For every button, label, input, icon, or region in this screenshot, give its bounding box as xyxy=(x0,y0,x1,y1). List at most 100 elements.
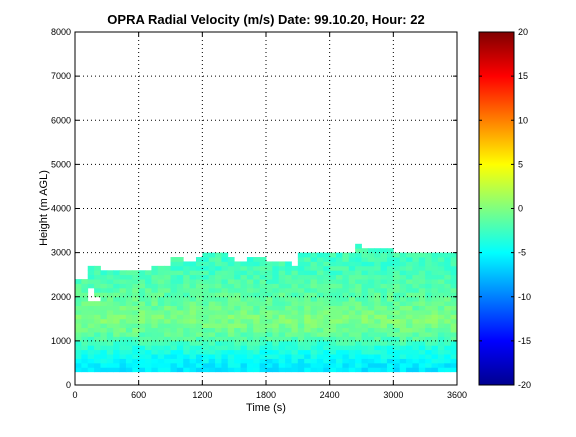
heatmap-cell xyxy=(246,362,254,368)
heatmap-cell xyxy=(437,332,445,337)
heatmap-cell xyxy=(234,261,241,267)
heatmap-cell xyxy=(431,287,439,293)
heatmap-cell xyxy=(291,318,299,324)
heatmap-cell xyxy=(399,270,407,276)
heatmap-cell xyxy=(234,362,241,368)
heatmap-cell xyxy=(399,305,407,311)
heatmap-cell xyxy=(348,340,356,346)
heatmap-cell xyxy=(132,301,140,306)
heatmap-cell xyxy=(361,349,369,355)
heatmap-cell xyxy=(437,283,445,289)
heatmap-cell xyxy=(240,367,248,373)
heatmap-cell xyxy=(75,296,82,302)
heatmap-cell xyxy=(145,314,152,320)
heatmap-cell xyxy=(215,336,222,342)
heatmap-cell xyxy=(412,257,420,262)
heatmap-cell xyxy=(323,279,331,284)
heatmap-cell xyxy=(157,270,165,276)
heatmap-cell xyxy=(183,354,190,359)
heatmap-cell xyxy=(418,305,426,311)
heatmap-cell xyxy=(393,305,401,311)
heatmap-cell xyxy=(266,323,273,329)
heatmap-cell xyxy=(316,349,324,355)
heatmap-cell xyxy=(227,287,235,293)
heatmap-cell xyxy=(164,336,171,342)
heatmap-cell xyxy=(100,323,108,329)
heatmap-cell xyxy=(285,354,292,359)
heatmap-cell xyxy=(444,323,452,329)
heatmap-cell xyxy=(374,354,381,359)
heatmap-cell xyxy=(176,301,184,306)
heatmap-cell xyxy=(431,367,439,373)
heatmap-cell xyxy=(119,296,127,302)
heatmap-cell xyxy=(208,305,216,311)
heatmap-cell xyxy=(361,345,369,351)
heatmap-cell xyxy=(100,309,108,315)
heatmap-cell xyxy=(444,309,452,315)
heatmap-cell xyxy=(176,367,184,373)
heatmap-cell xyxy=(125,336,133,342)
heatmap-cell xyxy=(418,279,426,284)
heatmap-cell xyxy=(157,279,165,284)
heatmap-cell xyxy=(246,301,254,306)
heatmap-cell xyxy=(342,265,350,271)
heatmap-cell xyxy=(355,367,362,373)
heatmap-cell xyxy=(81,318,89,324)
heatmap-cell xyxy=(94,274,101,280)
heatmap-cell xyxy=(253,354,261,359)
heatmap-cell xyxy=(195,287,203,293)
heatmap-cell xyxy=(393,367,401,373)
heatmap-cell xyxy=(100,301,108,306)
heatmap-cell xyxy=(151,301,159,306)
heatmap-cell xyxy=(125,367,133,373)
heatmap-cell xyxy=(291,305,299,311)
heatmap-cell xyxy=(310,261,318,267)
heatmap-cell xyxy=(240,332,248,337)
heatmap-cell xyxy=(234,340,241,346)
heatmap-cell xyxy=(342,305,350,311)
heatmap-cell xyxy=(355,243,362,249)
heatmap-cell xyxy=(81,301,89,306)
heatmap-cell xyxy=(183,279,190,284)
heatmap-cell xyxy=(304,332,311,337)
heatmap-cell xyxy=(87,265,95,271)
heatmap-cell xyxy=(450,252,457,258)
heatmap-cell xyxy=(291,358,299,364)
heatmap-cell xyxy=(316,323,324,329)
heatmap-cell xyxy=(119,367,127,373)
heatmap-cell xyxy=(183,287,190,293)
heatmap-cell xyxy=(189,309,197,315)
heatmap-cell xyxy=(221,283,229,289)
heatmap-cell xyxy=(412,279,420,284)
heatmap-cell xyxy=(138,349,146,355)
heatmap-cell xyxy=(336,252,343,258)
heatmap-cell xyxy=(145,349,152,355)
heatmap-cell xyxy=(138,332,146,337)
heatmap-cell xyxy=(138,296,146,302)
heatmap-cell xyxy=(342,287,350,293)
heatmap-cell xyxy=(431,252,439,258)
heatmap-cell xyxy=(450,314,457,320)
heatmap-cell xyxy=(75,283,82,289)
heatmap-cell xyxy=(183,332,190,337)
heatmap-cell xyxy=(227,301,235,306)
heatmap-cell xyxy=(450,265,457,271)
heatmap-cell xyxy=(125,332,133,337)
heatmap-cell xyxy=(138,274,146,280)
heatmap-cell xyxy=(336,354,343,359)
heatmap-cell xyxy=(132,314,140,320)
heatmap-cell xyxy=(323,287,331,293)
heatmap-cell xyxy=(221,252,229,258)
heatmap-cell xyxy=(113,362,120,368)
heatmap-cell xyxy=(316,257,324,262)
heatmap-cell xyxy=(323,274,331,280)
heatmap-cell xyxy=(437,309,445,315)
heatmap-cell xyxy=(100,336,108,342)
heatmap-cell xyxy=(202,318,210,324)
heatmap-cell xyxy=(266,340,273,346)
heatmap-cell xyxy=(119,301,127,306)
heatmap-cell xyxy=(399,314,407,320)
heatmap-cell xyxy=(164,318,171,324)
heatmap-cell xyxy=(125,287,133,293)
heatmap-cell xyxy=(431,318,439,324)
